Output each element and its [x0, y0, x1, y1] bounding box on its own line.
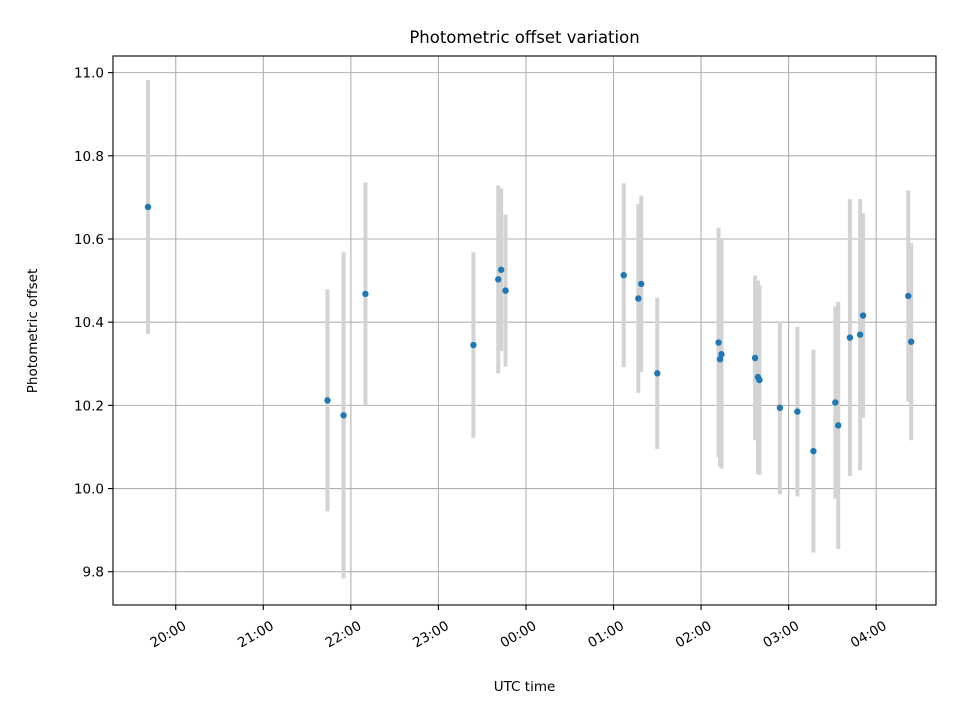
y-tick-label: 10.0 [74, 482, 104, 498]
data-point [776, 404, 784, 412]
data-point [144, 203, 152, 211]
chart-title: Photometric offset variation [409, 28, 639, 47]
data-point [638, 280, 645, 288]
data-point [859, 312, 867, 319]
data-point [620, 271, 627, 279]
y-tick-label: 10.2 [74, 398, 104, 414]
data-point [495, 276, 502, 283]
data-point [470, 341, 477, 349]
data-point [635, 295, 642, 302]
data-point [654, 370, 661, 377]
data-point [905, 292, 912, 300]
y-tick-label: 10.6 [74, 232, 104, 248]
data-point [756, 376, 763, 384]
data-point [835, 422, 842, 429]
data-point [832, 399, 839, 406]
x-axis-label: UTC time [494, 679, 556, 695]
data-point [340, 412, 347, 419]
data-point [502, 287, 509, 294]
data-points [144, 203, 915, 455]
data-point [324, 397, 331, 404]
grid [113, 56, 936, 605]
data-point [794, 408, 801, 415]
data-point [856, 331, 864, 338]
y-tick-label: 9.8 [83, 565, 104, 581]
data-point [362, 290, 369, 298]
y-tick-label: 10.4 [74, 315, 104, 331]
y-axis-label: Photometric offset [25, 269, 41, 393]
data-point [497, 266, 505, 273]
y-tick-label: 10.8 [74, 149, 104, 165]
y-ticks: 9.8 10.0 10.2 10.4 10.6 10.8 11.0 [74, 66, 113, 581]
data-point [715, 339, 722, 346]
data-point [716, 355, 724, 363]
y-tick-label: 11.0 [74, 66, 104, 82]
data-point [846, 334, 854, 341]
data-point [751, 354, 759, 362]
data-point [810, 447, 817, 455]
data-point [907, 338, 915, 345]
plot-frame [112, 55, 937, 606]
data-point [718, 351, 725, 358]
